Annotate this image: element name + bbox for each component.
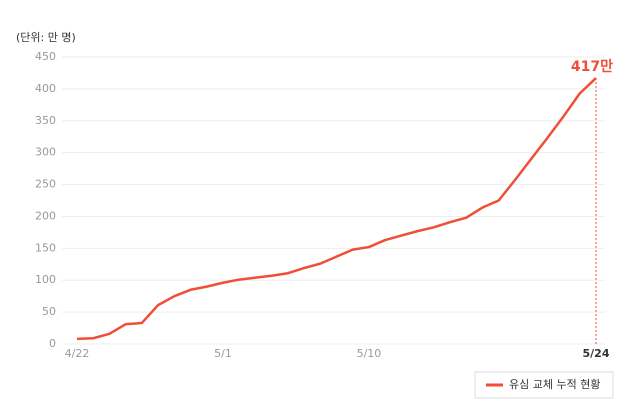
- x-tick-label: 5/10: [357, 347, 382, 360]
- y-tick-label: 450: [35, 50, 56, 63]
- x-tick-label: 4/22: [65, 347, 90, 360]
- legend-label: 유심 교체 누적 현황: [509, 378, 600, 391]
- y-tick-label: 300: [35, 146, 56, 159]
- y-tick-label: 200: [35, 209, 56, 222]
- y-tick-label: 50: [42, 305, 56, 318]
- x-tick-label: 5/1: [214, 347, 232, 360]
- line: [76, 77, 597, 341]
- y-axis-label: (단위: 만 명): [16, 31, 76, 44]
- y-tick-label: 100: [35, 273, 56, 286]
- y-tick-label: 150: [35, 241, 56, 254]
- x-tick-label: 5/24: [583, 347, 610, 360]
- y-tick-label: 0: [49, 337, 56, 350]
- y-tick-label: 250: [35, 178, 56, 191]
- y-tick-label: 350: [35, 114, 56, 127]
- y-tick-label: 400: [35, 82, 56, 95]
- data-label: 417만: [571, 59, 613, 75]
